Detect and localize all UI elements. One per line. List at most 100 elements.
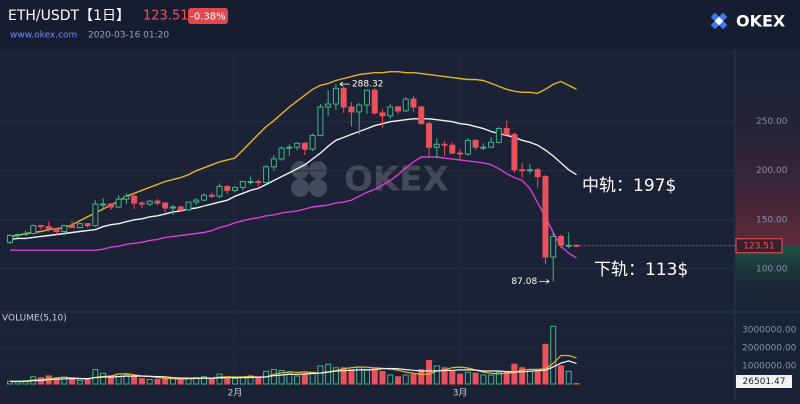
candle-body xyxy=(7,234,13,243)
volume-bar xyxy=(534,369,541,385)
candle-body xyxy=(232,186,239,191)
volume-bar xyxy=(573,383,580,385)
candle-body xyxy=(402,98,409,112)
candle-body xyxy=(53,228,60,233)
candle-body xyxy=(201,194,207,201)
volume-bar xyxy=(472,372,479,385)
pair-title: ETH/USDT【1日】 xyxy=(8,8,130,24)
candle-body xyxy=(169,206,176,209)
last-price: 123.51 xyxy=(143,9,189,24)
volume-bar xyxy=(395,376,401,385)
y-tick-label: 100.00 xyxy=(756,264,788,274)
volume-tick-label: 2000000.00 xyxy=(742,343,797,353)
band-line xyxy=(10,156,577,259)
volume-bar xyxy=(232,378,239,385)
candle-body xyxy=(45,226,52,230)
candle-body xyxy=(348,106,355,113)
candle-body xyxy=(100,203,107,206)
volume-bar xyxy=(410,373,417,385)
candle-body xyxy=(185,201,192,211)
volume-bar xyxy=(208,378,215,385)
volume-bar xyxy=(488,374,495,385)
volume-bar xyxy=(426,360,433,385)
volume-bar xyxy=(433,365,440,385)
candle-body xyxy=(565,244,572,247)
x-tick-label: 3月 xyxy=(453,388,468,399)
volume-bar xyxy=(519,367,526,385)
candle-body xyxy=(488,141,495,148)
volume-bar xyxy=(441,367,448,385)
volume-bar xyxy=(84,379,91,385)
change-badge xyxy=(188,8,228,24)
volume-bar xyxy=(325,363,332,385)
annotation: 下轨：113$ xyxy=(594,260,688,280)
volume-bar xyxy=(340,367,347,385)
candle-body xyxy=(294,142,301,148)
volume-bar xyxy=(201,376,207,385)
candle-body xyxy=(38,225,45,228)
candle-body xyxy=(371,89,378,114)
change: -0.38% xyxy=(190,12,225,23)
volume-bar xyxy=(154,378,161,385)
volume-bar xyxy=(387,374,394,385)
candle-body xyxy=(177,206,184,211)
candle-body xyxy=(131,195,138,204)
volume-bar xyxy=(138,378,145,385)
band-line xyxy=(9,118,577,241)
brand: OKEX xyxy=(736,12,786,31)
volume-bar xyxy=(76,379,83,385)
candle-body xyxy=(84,223,91,227)
candle-body xyxy=(464,139,471,155)
low-label: 87.08 xyxy=(511,277,537,287)
candle-body xyxy=(472,139,479,148)
volume-bar xyxy=(123,374,130,385)
last-price-box xyxy=(735,238,783,254)
last-volume-label: 26501.47 xyxy=(743,377,786,387)
candle-body xyxy=(542,176,549,258)
volume-bar xyxy=(418,369,425,385)
candle-body xyxy=(511,133,518,171)
candle-body xyxy=(379,112,386,117)
candle-body xyxy=(363,89,370,106)
candle-body xyxy=(255,181,262,184)
candle-body xyxy=(247,181,254,184)
last-price-axis-label: 123.51 xyxy=(743,242,775,252)
low-arrow xyxy=(539,279,550,284)
volume-bar xyxy=(301,373,308,385)
candle-body xyxy=(154,200,161,204)
candle-body xyxy=(138,202,145,205)
candle-body xyxy=(433,143,440,148)
volume-bar xyxy=(550,325,557,385)
axis-shade-down xyxy=(736,245,800,310)
y-tick-label: 250.00 xyxy=(756,117,788,127)
volume-bar xyxy=(557,365,564,385)
candle-body xyxy=(301,142,308,150)
candle-body xyxy=(340,87,347,108)
candle-body xyxy=(146,200,153,205)
candle-body xyxy=(410,98,417,108)
candle-body xyxy=(239,181,246,188)
candle-body xyxy=(123,195,130,200)
band-line xyxy=(9,71,577,238)
datetime: 2020-03-16 01:20 xyxy=(88,31,169,41)
volume-bar xyxy=(255,377,262,385)
volume-bar xyxy=(542,343,549,385)
candle-body xyxy=(526,169,533,172)
candle-body xyxy=(270,158,277,168)
candle-body xyxy=(457,152,464,155)
volume-bar xyxy=(286,372,293,385)
volume-bar xyxy=(278,369,285,385)
volume-bar xyxy=(177,378,184,385)
watermark-text: OKEX xyxy=(344,160,449,200)
candle-body xyxy=(356,104,363,113)
volume-bar xyxy=(348,369,355,385)
volume-bar xyxy=(162,378,169,385)
volume-bar xyxy=(317,365,324,385)
volume-bar xyxy=(332,367,339,385)
candle-body xyxy=(107,203,114,208)
volume-bar xyxy=(146,378,153,385)
candle-body xyxy=(534,169,541,178)
volume-bar xyxy=(565,370,572,385)
volume-bar xyxy=(457,373,464,385)
